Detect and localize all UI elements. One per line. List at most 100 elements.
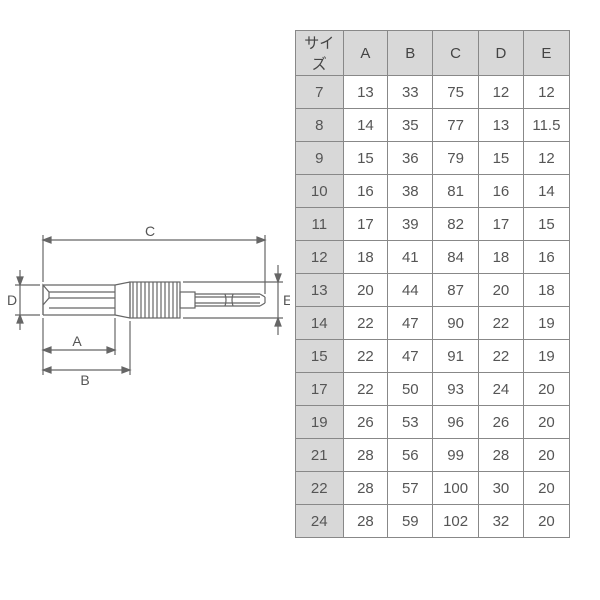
size-cell: 17 — [296, 373, 344, 406]
data-cell: 24 — [478, 373, 523, 406]
data-cell: 16 — [478, 175, 523, 208]
data-cell: 18 — [478, 241, 523, 274]
size-cell: 12 — [296, 241, 344, 274]
col-d: D — [478, 31, 523, 76]
data-cell: 96 — [433, 406, 479, 439]
data-cell: 18 — [523, 274, 569, 307]
table-row: 2428591023220 — [296, 505, 570, 538]
col-a: A — [343, 31, 388, 76]
table-row: 192653962620 — [296, 406, 570, 439]
data-cell: 56 — [388, 439, 433, 472]
size-cell: 10 — [296, 175, 344, 208]
table-header-row: サイズ A B C D E — [296, 31, 570, 76]
data-cell: 75 — [433, 76, 479, 109]
data-cell: 84 — [433, 241, 479, 274]
size-cell: 15 — [296, 340, 344, 373]
data-cell: 47 — [388, 307, 433, 340]
table-row: 172250932420 — [296, 373, 570, 406]
data-cell: 90 — [433, 307, 479, 340]
socket-diagram-svg: C D E A B — [5, 220, 290, 450]
size-cell: 13 — [296, 274, 344, 307]
data-cell: 28 — [478, 439, 523, 472]
dim-label-d: D — [7, 292, 17, 308]
data-cell: 22 — [343, 373, 388, 406]
dim-label-a: A — [72, 333, 82, 349]
size-cell: 11 — [296, 208, 344, 241]
data-cell: 28 — [343, 505, 388, 538]
table-row: 71333751212 — [296, 76, 570, 109]
data-cell: 44 — [388, 274, 433, 307]
data-cell: 38 — [388, 175, 433, 208]
size-cell: 24 — [296, 505, 344, 538]
data-cell: 22 — [343, 340, 388, 373]
data-cell: 53 — [388, 406, 433, 439]
data-cell: 22 — [478, 340, 523, 373]
table-row: 121841841816 — [296, 241, 570, 274]
data-cell: 20 — [523, 406, 569, 439]
dimension-table: サイズ A B C D E 7133375121281435771311.591… — [295, 30, 570, 538]
size-cell: 7 — [296, 76, 344, 109]
data-cell: 19 — [523, 340, 569, 373]
table-row: 2228571003020 — [296, 472, 570, 505]
table-row: 91536791512 — [296, 142, 570, 175]
data-cell: 28 — [343, 472, 388, 505]
dimension-diagram: C D E A B — [0, 0, 290, 600]
data-cell: 28 — [343, 439, 388, 472]
data-cell: 11.5 — [523, 109, 569, 142]
data-cell: 20 — [523, 373, 569, 406]
data-cell: 87 — [433, 274, 479, 307]
col-b: B — [388, 31, 433, 76]
data-cell: 12 — [478, 76, 523, 109]
data-cell: 17 — [478, 208, 523, 241]
data-cell: 47 — [388, 340, 433, 373]
size-cell: 19 — [296, 406, 344, 439]
data-cell: 50 — [388, 373, 433, 406]
data-cell: 39 — [388, 208, 433, 241]
data-cell: 102 — [433, 505, 479, 538]
data-cell: 20 — [523, 505, 569, 538]
table-row: 111739821715 — [296, 208, 570, 241]
table-row: 132044872018 — [296, 274, 570, 307]
data-cell: 93 — [433, 373, 479, 406]
data-cell: 19 — [523, 307, 569, 340]
data-cell: 13 — [343, 76, 388, 109]
size-cell: 14 — [296, 307, 344, 340]
table-row: 212856992820 — [296, 439, 570, 472]
data-cell: 20 — [343, 274, 388, 307]
data-cell: 82 — [433, 208, 479, 241]
data-cell: 100 — [433, 472, 479, 505]
data-cell: 57 — [388, 472, 433, 505]
col-e: E — [523, 31, 569, 76]
data-cell: 22 — [343, 307, 388, 340]
data-cell: 15 — [343, 142, 388, 175]
dim-label-b: B — [80, 372, 89, 388]
table-row: 142247902219 — [296, 307, 570, 340]
data-cell: 35 — [388, 109, 433, 142]
data-cell: 79 — [433, 142, 479, 175]
data-cell: 36 — [388, 142, 433, 175]
dim-label-e: E — [283, 292, 290, 308]
data-cell: 26 — [478, 406, 523, 439]
table-row: 101638811614 — [296, 175, 570, 208]
data-cell: 14 — [523, 175, 569, 208]
data-cell: 41 — [388, 241, 433, 274]
table-row: 81435771311.5 — [296, 109, 570, 142]
data-cell: 26 — [343, 406, 388, 439]
table-row: 152247912219 — [296, 340, 570, 373]
data-cell: 15 — [478, 142, 523, 175]
data-cell: 16 — [343, 175, 388, 208]
data-cell: 99 — [433, 439, 479, 472]
data-cell: 17 — [343, 208, 388, 241]
size-cell: 9 — [296, 142, 344, 175]
size-cell: 8 — [296, 109, 344, 142]
data-cell: 20 — [523, 472, 569, 505]
data-cell: 12 — [523, 76, 569, 109]
data-cell: 32 — [478, 505, 523, 538]
col-size: サイズ — [296, 31, 344, 76]
data-cell: 15 — [523, 208, 569, 241]
data-cell: 20 — [523, 439, 569, 472]
data-cell: 59 — [388, 505, 433, 538]
data-cell: 14 — [343, 109, 388, 142]
data-cell: 30 — [478, 472, 523, 505]
data-cell: 22 — [478, 307, 523, 340]
